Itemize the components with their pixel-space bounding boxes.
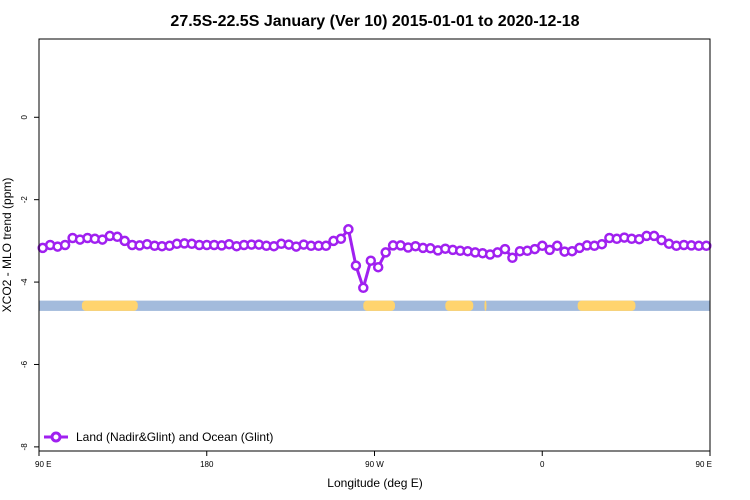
chart-title: 27.5S-22.5S January (Ver 10) 2015-01-01 … bbox=[170, 13, 579, 30]
data-point bbox=[537, 240, 548, 252]
x-tick-label: 0 bbox=[540, 460, 545, 469]
data-point bbox=[701, 240, 712, 252]
x-tick-label: 90 E bbox=[35, 460, 51, 469]
x-tick-label: 90 W bbox=[365, 460, 384, 469]
legend-label: Land (Nadir&Glint) and Ocean (Glint) bbox=[76, 430, 273, 444]
land-segment bbox=[363, 300, 396, 311]
data-point bbox=[499, 243, 511, 255]
data-point bbox=[343, 224, 354, 235]
series-layer bbox=[37, 224, 712, 294]
y-axis: 0 -2 -4 -6 -8 bbox=[20, 115, 39, 451]
data-point bbox=[59, 239, 71, 251]
x-tick-label: 90 E bbox=[696, 460, 712, 469]
x-tick-label: 180 bbox=[200, 460, 214, 469]
y-tick-label: -4 bbox=[20, 278, 29, 286]
y-tick-label: 0 bbox=[20, 115, 29, 120]
data-point bbox=[380, 247, 391, 258]
land-segment bbox=[445, 300, 474, 311]
data-point bbox=[596, 238, 608, 250]
data-point bbox=[507, 252, 518, 264]
land-segment bbox=[81, 300, 138, 311]
land-segment bbox=[577, 300, 636, 311]
data-point bbox=[372, 261, 384, 273]
data-point bbox=[335, 233, 347, 245]
data-point bbox=[551, 240, 563, 252]
x-axis: 90 E 180 90 W 0 90 E bbox=[35, 451, 712, 469]
data-point bbox=[320, 240, 332, 252]
data-point bbox=[365, 255, 377, 266]
y-tick-label: -6 bbox=[20, 360, 29, 368]
y-tick-label: -2 bbox=[20, 196, 29, 204]
y-tick-label: -8 bbox=[20, 443, 29, 451]
legend: Land (Nadir&Glint) and Ocean (Glint) bbox=[44, 430, 273, 444]
x-axis-label: Longitude (deg E) bbox=[327, 476, 422, 490]
data-point bbox=[119, 235, 130, 247]
legend-marker bbox=[50, 431, 62, 443]
data-point bbox=[648, 230, 660, 242]
y-axis-label: XCO2 - MLO trend (ppm) bbox=[0, 178, 14, 313]
data-point bbox=[544, 244, 555, 256]
surface-band bbox=[39, 300, 710, 311]
data-point bbox=[350, 260, 362, 271]
land-segment bbox=[484, 300, 487, 311]
data-point bbox=[358, 282, 369, 294]
data-point bbox=[112, 231, 123, 243]
